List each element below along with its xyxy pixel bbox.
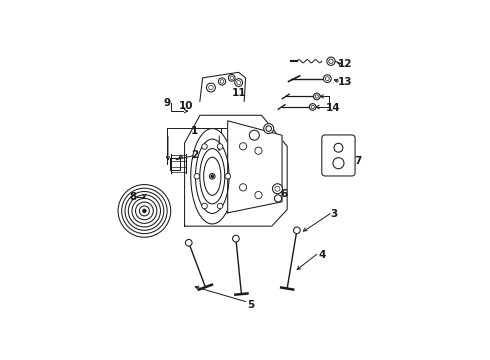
Circle shape <box>185 239 192 246</box>
Circle shape <box>220 80 224 83</box>
Text: 1: 1 <box>191 126 198 135</box>
Text: 10: 10 <box>179 100 193 111</box>
Circle shape <box>249 130 259 140</box>
Circle shape <box>315 95 318 98</box>
Circle shape <box>255 192 262 199</box>
Circle shape <box>264 123 274 134</box>
Circle shape <box>327 57 335 66</box>
Circle shape <box>329 59 333 63</box>
Circle shape <box>233 235 239 242</box>
Circle shape <box>228 75 235 81</box>
Bar <box>170 158 180 170</box>
Text: 4: 4 <box>318 250 325 260</box>
Polygon shape <box>200 72 245 102</box>
Circle shape <box>240 143 246 150</box>
Circle shape <box>323 75 331 82</box>
Circle shape <box>206 83 216 92</box>
Circle shape <box>217 203 223 209</box>
Text: 2: 2 <box>191 150 198 161</box>
Circle shape <box>311 105 314 109</box>
Circle shape <box>314 93 320 100</box>
Circle shape <box>334 143 343 152</box>
Text: 12: 12 <box>338 59 353 69</box>
Circle shape <box>294 227 300 234</box>
Polygon shape <box>228 121 282 213</box>
Text: 9: 9 <box>163 98 170 108</box>
Circle shape <box>230 76 233 80</box>
Circle shape <box>225 174 231 179</box>
Circle shape <box>333 158 344 169</box>
Circle shape <box>275 186 280 191</box>
Text: 7: 7 <box>354 156 362 166</box>
Text: 6: 6 <box>281 189 288 199</box>
Circle shape <box>274 195 282 202</box>
Circle shape <box>142 209 147 213</box>
Circle shape <box>210 174 215 179</box>
Circle shape <box>325 77 329 81</box>
Circle shape <box>240 184 246 191</box>
Text: 8: 8 <box>130 192 137 202</box>
Text: 5: 5 <box>247 300 255 310</box>
Circle shape <box>219 78 225 85</box>
FancyBboxPatch shape <box>322 135 355 176</box>
Polygon shape <box>185 115 287 226</box>
Text: 11: 11 <box>231 88 246 98</box>
Circle shape <box>202 144 207 149</box>
Text: 14: 14 <box>325 103 340 113</box>
Circle shape <box>209 85 213 90</box>
Circle shape <box>217 144 223 149</box>
Circle shape <box>202 203 207 209</box>
Circle shape <box>266 126 271 131</box>
Circle shape <box>309 104 316 110</box>
Circle shape <box>255 147 262 154</box>
Circle shape <box>272 184 282 194</box>
Text: 13: 13 <box>338 77 353 87</box>
Text: 3: 3 <box>331 209 338 219</box>
Circle shape <box>194 174 199 179</box>
Circle shape <box>211 175 214 177</box>
Ellipse shape <box>191 129 234 224</box>
Circle shape <box>235 79 243 86</box>
Circle shape <box>237 81 241 85</box>
